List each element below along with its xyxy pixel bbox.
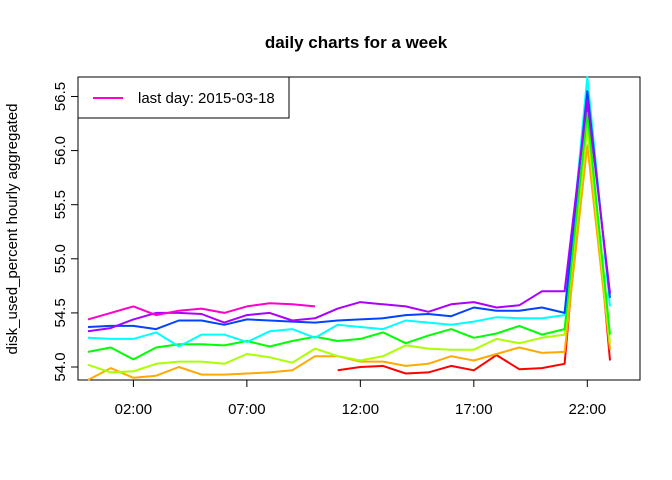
y-tick-label: 55.5 [52, 190, 69, 219]
series-line [87, 76, 611, 348]
y-tick-label: 54.0 [52, 352, 69, 381]
x-tick-label: 07:00 [228, 401, 266, 418]
series-line [87, 90, 611, 331]
x-tick-label: 12:00 [342, 401, 380, 418]
y-axis-label: disk_used_percent hourly aggregated [4, 103, 21, 354]
series-line [337, 106, 611, 375]
y-tick-label: 56.5 [52, 82, 69, 111]
series-line [87, 144, 611, 381]
y-tick-label: 55.0 [52, 244, 69, 273]
series-group [87, 76, 611, 381]
x-tick-label: 02:00 [115, 401, 153, 418]
legend: last day: 2015-03-18 [77, 76, 290, 119]
series-line [87, 125, 611, 374]
y-tick-label: 54.5 [52, 298, 69, 327]
legend-label: last day: 2015-03-18 [138, 90, 275, 107]
series-line [87, 302, 316, 321]
chart-title: daily charts for a week [265, 33, 448, 52]
x-tick-label: 17:00 [455, 401, 493, 418]
x-axis: 02:00 07:00 12:00 17:00 22:00 [115, 379, 607, 418]
y-axis: 54.0 54.5 55.0 55.5 56.0 56.5 [52, 82, 79, 382]
y-tick-label: 56.0 [52, 136, 69, 165]
series-line [87, 98, 611, 333]
plot-frame [77, 76, 641, 381]
x-tick-label: 22:00 [569, 401, 607, 418]
series-line [87, 111, 611, 361]
